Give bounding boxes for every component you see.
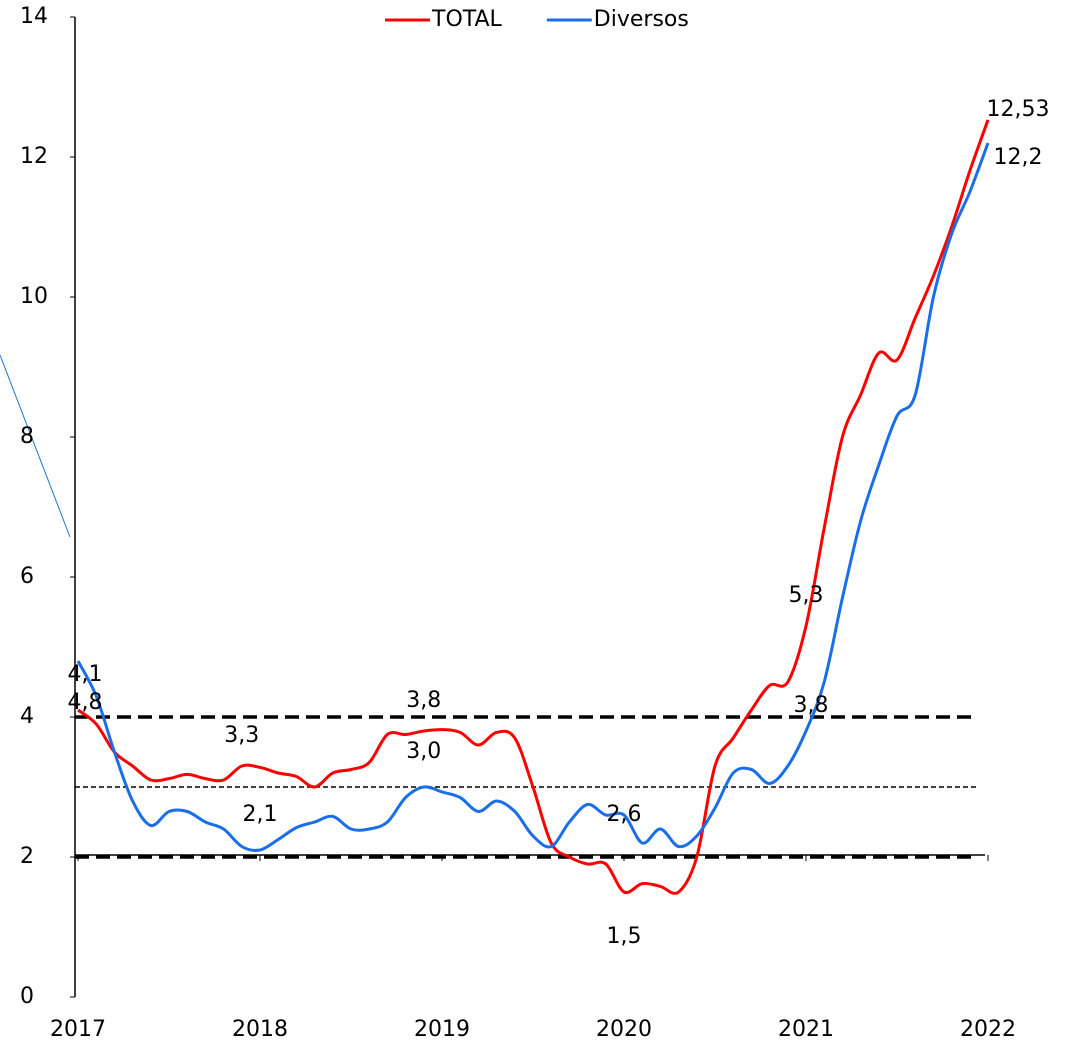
y-tick-label: 4 (20, 704, 34, 729)
x-tick-label: 2018 (232, 1017, 288, 1042)
y-tick-label: 12 (20, 144, 48, 169)
series-line (78, 120, 988, 894)
x-tick-label: 2020 (596, 1017, 652, 1042)
data-label: 4,1 (68, 662, 103, 687)
y-tick-label: 0 (20, 984, 34, 1009)
data-label: 3,0 (406, 739, 441, 764)
data-label: 3,8 (794, 693, 829, 718)
page: {"chart_data": {"type": "line", "x": [20… (0, 0, 1066, 1049)
chart: 0 2 4 6 8 10 12 14 2017 2018 2019 2020 2021 2022 4,1 3,… (0, 0, 1066, 1049)
y-tick-label: 14 (20, 4, 48, 29)
data-label: 4,8 (68, 690, 103, 715)
x-tick-label: 2019 (414, 1017, 470, 1042)
data-label: 1,5 (607, 924, 642, 949)
legend-label: TOTAL (431, 7, 503, 32)
x-tick-label: 2017 (50, 1017, 106, 1042)
legend-label: Diversos (594, 7, 689, 32)
y-tick-label: 8 (20, 424, 34, 449)
data-label: 2,6 (607, 802, 642, 827)
data-label: 3,3 (224, 723, 259, 748)
data-label: 2,1 (243, 802, 278, 827)
series-line (78, 143, 988, 850)
data-label: 12,53 (987, 97, 1050, 122)
data-label: 5,3 (789, 583, 824, 608)
y-tick-label: 2 (20, 844, 34, 869)
x-tick-label: 2022 (960, 1017, 1016, 1042)
data-label: 12,2 (994, 145, 1043, 170)
data-label: 3,8 (406, 688, 441, 713)
x-tick-label: 2021 (778, 1017, 834, 1042)
y-tick-label: 6 (20, 564, 34, 589)
y-tick-label: 10 (20, 284, 48, 309)
decoration-line (0, 355, 70, 537)
